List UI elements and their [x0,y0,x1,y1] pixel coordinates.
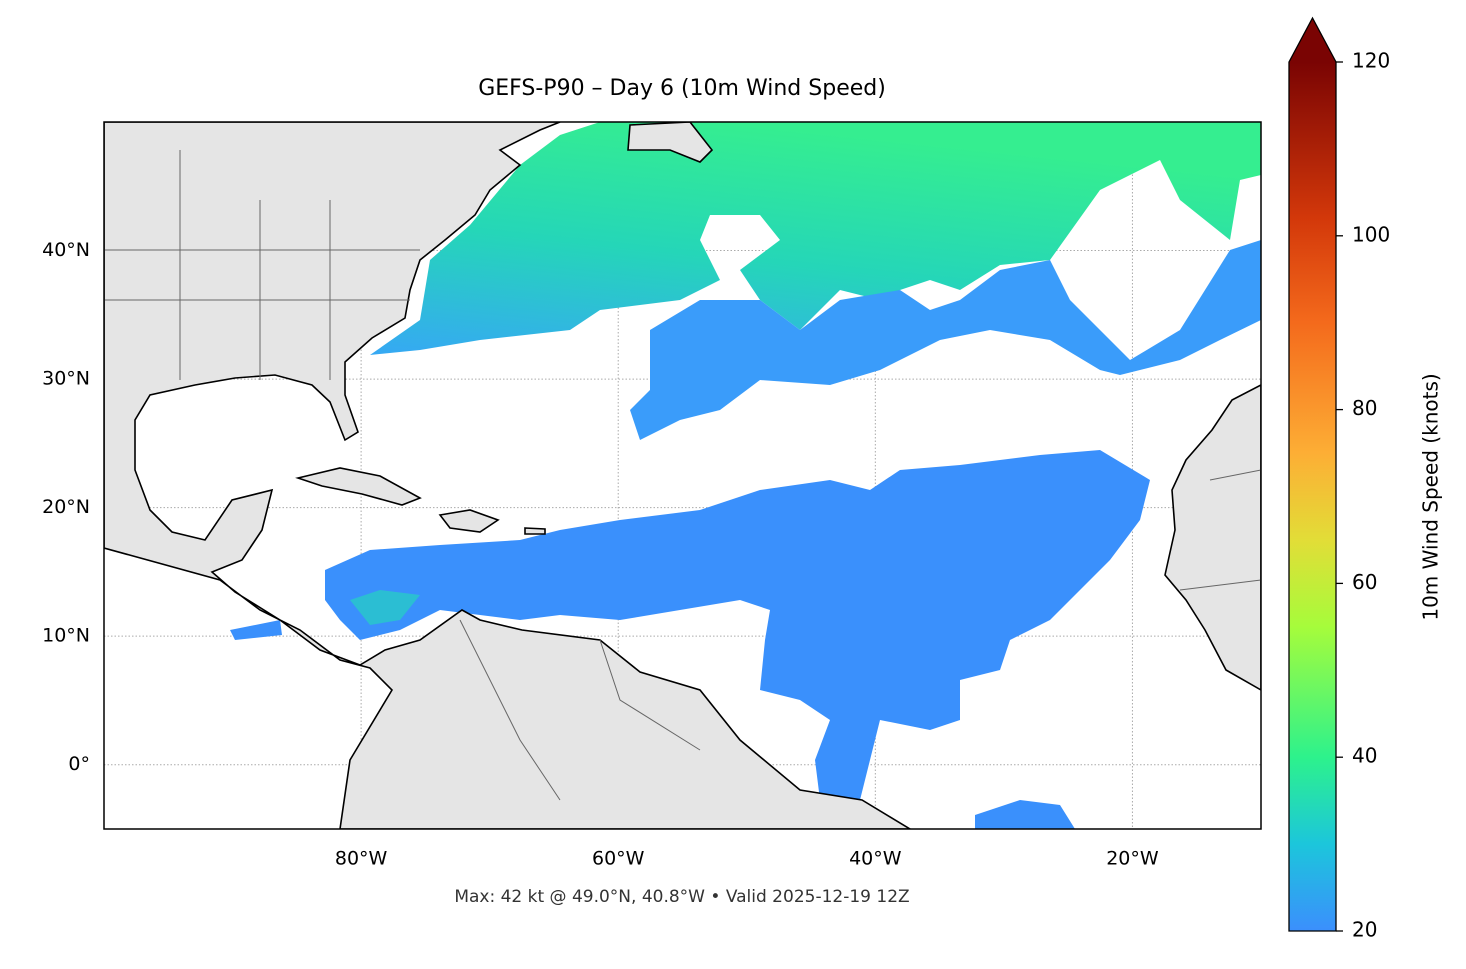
land-hispaniola [438,509,500,533]
colorbar-extend [1289,18,1336,62]
map-frame [103,121,1262,830]
wind-field-north [370,122,1261,355]
y-tick-label: 30°N [42,368,90,390]
colorbar-tick-label: 100 [1352,222,1390,246]
land-newfoundland [627,122,714,163]
chart-title: GEFS-P90 – Day 6 (10m Wind Speed) [478,76,886,101]
footnote: Max: 42 kt @ 49.0°N, 40.8°W • Valid 2025… [454,887,909,907]
y-tick-label: 10°N [42,625,90,647]
colorbar-frame [1288,16,1337,932]
x-tick-label: 40°W [849,848,902,870]
land-cuba [295,467,422,506]
wind-field-jet [350,590,420,625]
y-tick-label: 40°N [42,239,90,261]
colorbar-label: 10m Wind Speed (knots) [1419,373,1443,620]
x-tick-label: 80°W [335,848,388,870]
map [104,122,1261,829]
colorbar-tick-label: 80 [1352,396,1377,420]
colorbar-tick-label: 40 [1352,744,1377,768]
colorbar-tick-label: 60 [1352,570,1377,594]
x-tick-label: 60°W [592,848,645,870]
x-tick-label: 20°W [1106,848,1159,870]
colorbar-tick-label: 20 [1352,918,1377,942]
colorbar-tick-label: 120 [1352,49,1390,73]
land-puerto-rico [524,527,546,535]
borders [104,150,1261,801]
land-africa [1164,384,1261,691]
land-americas [104,122,912,829]
wind-field-south [325,450,1150,800]
y-tick-label: 20°N [42,496,90,518]
y-tick-label: 0° [68,753,90,775]
colorbar [1289,62,1336,931]
wind-field-north-2 [630,240,1261,440]
